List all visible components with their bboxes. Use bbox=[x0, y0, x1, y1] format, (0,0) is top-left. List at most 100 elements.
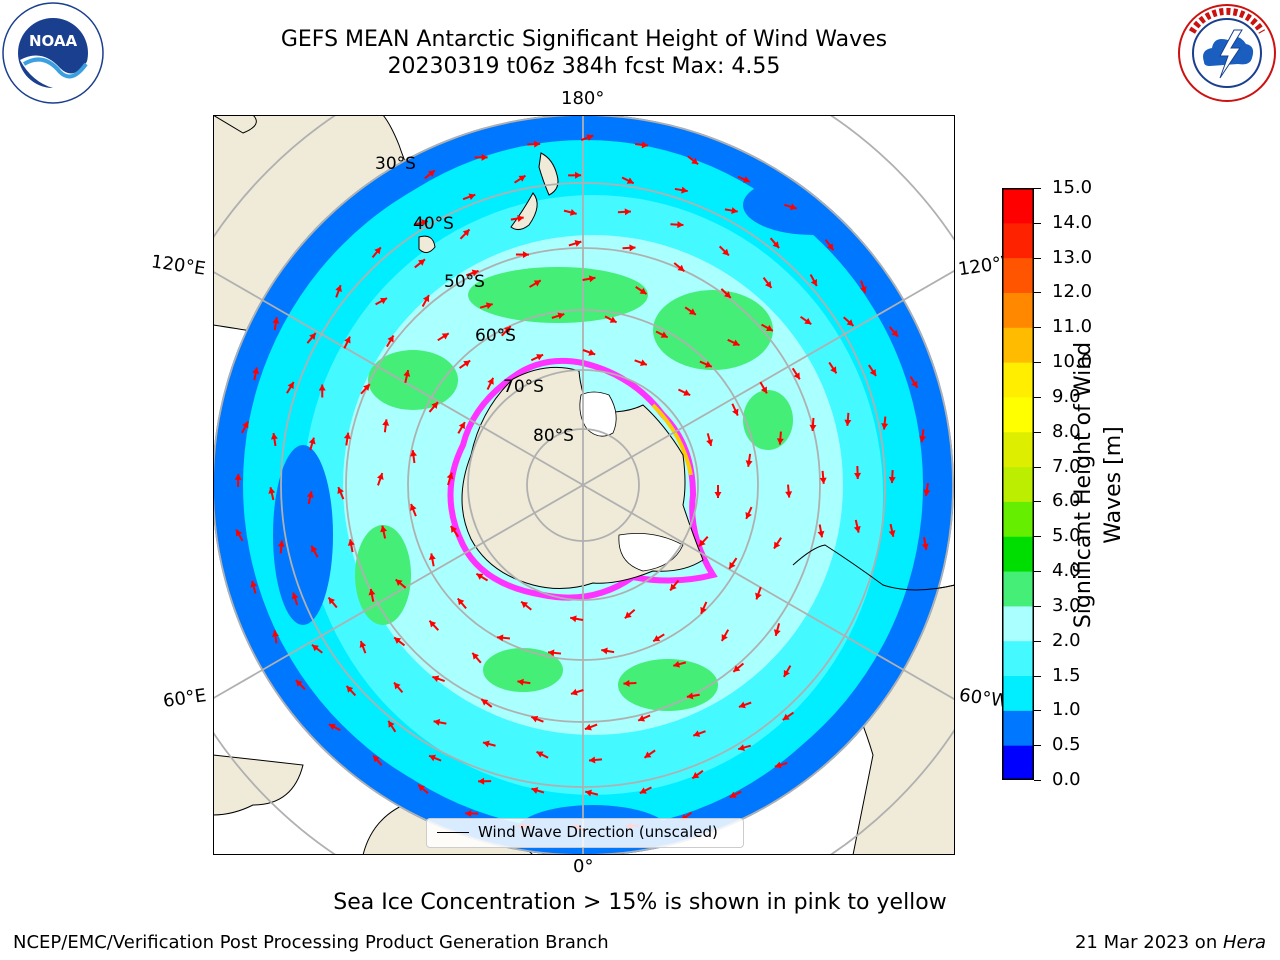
wave-arrow-head bbox=[394, 682, 401, 690]
wave-patch bbox=[468, 267, 648, 323]
wave-arrow-head bbox=[589, 756, 596, 764]
wave-arrow-head bbox=[629, 244, 636, 252]
colorbar-tick bbox=[1034, 292, 1041, 294]
wave-arrow-head bbox=[522, 251, 529, 259]
wave-arrow-head bbox=[826, 243, 834, 251]
wave-arrow-head bbox=[624, 208, 631, 216]
wave-arrow-head bbox=[346, 685, 354, 693]
colorbar-band bbox=[1002, 327, 1034, 363]
wave-arrow-head bbox=[410, 504, 417, 511]
wave-arrow-head bbox=[457, 598, 465, 606]
colorbar-tick-label: 1.0 bbox=[1052, 699, 1081, 721]
wave-arrow-head bbox=[306, 491, 314, 498]
colorbar-tick-label: 9.0 bbox=[1052, 385, 1081, 407]
wave-arrow-head bbox=[236, 529, 243, 537]
wave-arrow-head bbox=[677, 264, 685, 272]
colorbar-band bbox=[1002, 675, 1034, 711]
nws-logo bbox=[1178, 4, 1276, 102]
legend-label: Wind Wave Direction (unscaled) bbox=[478, 823, 718, 841]
wave-arrow-head bbox=[745, 460, 753, 467]
colorbar-tick-label: 1.5 bbox=[1052, 664, 1081, 686]
wave-arrow-head bbox=[681, 186, 688, 194]
wave-arrow-head bbox=[586, 134, 594, 141]
wave-arrow-head bbox=[923, 489, 931, 496]
colorbar-band bbox=[1002, 536, 1034, 572]
wave-arrow-head bbox=[860, 286, 867, 293]
wave-arrow-head bbox=[468, 193, 476, 201]
wave-arrow-head bbox=[765, 281, 772, 288]
chart-subtitle: 20230319 t06z 384h fcst Max: 4.55 bbox=[387, 54, 781, 79]
wave-arrow-head bbox=[809, 424, 817, 431]
wave-arrow-head bbox=[881, 423, 889, 430]
wave-arrow-head bbox=[921, 543, 929, 550]
colorbar-tick bbox=[1034, 536, 1041, 538]
wind-wave-arrows bbox=[234, 134, 931, 832]
colorbar-band bbox=[1002, 188, 1034, 224]
wave-arrow-head bbox=[271, 630, 279, 637]
wave-arrow-head bbox=[683, 389, 691, 396]
wave-arrow-head bbox=[472, 652, 479, 660]
wave-arrow-head bbox=[394, 637, 402, 644]
colorbar-tick bbox=[1034, 362, 1041, 364]
wave-arrow-head bbox=[588, 349, 596, 356]
wave-arrow-head bbox=[418, 784, 425, 792]
wave-arrow-head bbox=[462, 229, 470, 237]
wave-arrow-head bbox=[368, 588, 376, 596]
wave-arrow-head bbox=[575, 171, 582, 179]
wave-arrow-head bbox=[518, 175, 526, 182]
wave-arrow-head bbox=[891, 329, 898, 337]
wave-arrow-head bbox=[482, 740, 490, 748]
colorbar-label-line2: Waves [m] bbox=[1101, 426, 1126, 544]
wave-arrow-head bbox=[692, 772, 700, 779]
graticule bbox=[213, 115, 955, 855]
colorbar-tick-label: 14.0 bbox=[1052, 211, 1093, 233]
colorbar-tick-label: 5.0 bbox=[1052, 525, 1081, 547]
colorbar-tick bbox=[1034, 710, 1041, 712]
wave-arrow-head bbox=[601, 647, 608, 655]
wave-arrow-head bbox=[517, 678, 524, 686]
legend-line-swatch bbox=[437, 832, 469, 833]
colorbar-band bbox=[1002, 222, 1034, 259]
land-africa bbox=[213, 754, 304, 816]
colorbar-band bbox=[1002, 745, 1034, 780]
wave-arrow-head bbox=[670, 583, 677, 591]
colorbar-tick-label: 15.0 bbox=[1052, 177, 1093, 198]
wave-arrow-head bbox=[698, 539, 706, 547]
wave-arrow-head bbox=[785, 491, 793, 498]
wave-arrow-head bbox=[270, 433, 278, 440]
wave-arrow-head bbox=[722, 248, 729, 256]
wave-arrow-head bbox=[844, 419, 852, 426]
wave-arrow-head bbox=[640, 359, 647, 366]
lat-label-60s: 60°S bbox=[475, 326, 516, 346]
colorbar-tick bbox=[1034, 466, 1041, 468]
wave-arrow-head bbox=[450, 525, 458, 533]
wave-arrow-head bbox=[295, 680, 303, 687]
wave-arrow-head bbox=[731, 207, 738, 215]
wave-arrow-head bbox=[653, 635, 661, 642]
wave-arrow-head bbox=[745, 511, 752, 519]
colorbar-tick-label: 11.0 bbox=[1052, 316, 1093, 338]
wave-arrow-head bbox=[382, 419, 390, 426]
wave-arrow-head bbox=[242, 421, 249, 429]
colorbar-tick bbox=[1034, 780, 1041, 781]
wave-arrow-head bbox=[704, 361, 712, 368]
wave-arrow-head bbox=[765, 324, 773, 332]
colorbar-tick bbox=[1034, 327, 1041, 329]
colorbar-tick bbox=[1034, 257, 1041, 259]
colorbar-tick bbox=[1034, 431, 1041, 433]
colorbar-tick-label: 3.0 bbox=[1052, 594, 1081, 616]
noaa-logo-text: NOAA bbox=[29, 32, 78, 50]
wave-arrow-head bbox=[853, 525, 861, 533]
wave-arrow-head bbox=[830, 366, 837, 374]
wave-arrow-head bbox=[738, 701, 746, 709]
colorbar-band bbox=[1002, 257, 1034, 293]
wave-arrow-head bbox=[517, 215, 524, 222]
lat-label-80s: 80°S bbox=[533, 426, 574, 446]
colorbar-band bbox=[1002, 362, 1034, 398]
wave-arrow-head bbox=[729, 791, 737, 798]
colorbar-tick-label: 8.0 bbox=[1052, 420, 1081, 442]
wave-arrow-head bbox=[429, 620, 437, 628]
wave-arrow-head bbox=[471, 269, 479, 277]
wave-arrow-head bbox=[481, 699, 489, 706]
colorbar-tick-label: 10.0 bbox=[1052, 351, 1093, 373]
